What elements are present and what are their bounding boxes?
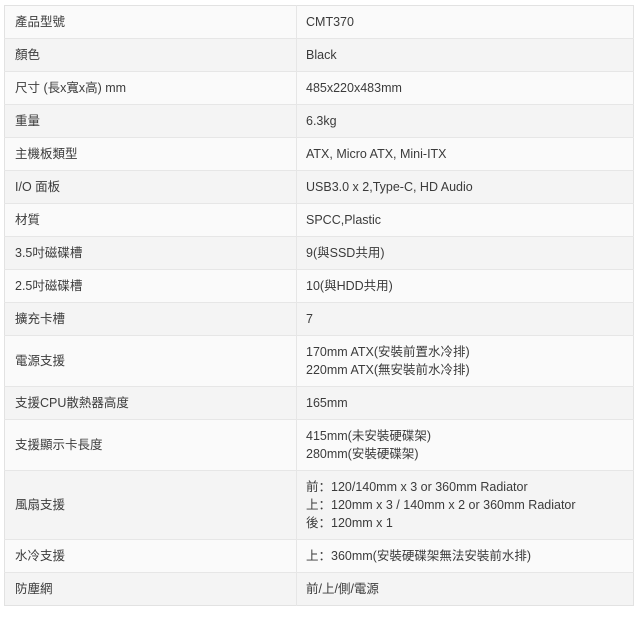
spec-value-cell: 7 [296,302,634,336]
table-row: 2.5吋磁碟槽 10(與HDD共用) [4,269,634,303]
spec-value-cell: CMT370 [296,5,634,39]
spec-label-cell: 尺寸 (長x寬x高) mm [4,71,297,105]
spec-value-cell: SPCC,Plastic [296,203,634,237]
spec-value-cell: 165mm [296,386,634,420]
spec-value-cell: 485x220x483mm [296,71,634,105]
spec-label-cell: 風扇支援 [4,470,297,540]
spec-label-cell: I/O 面板 [4,170,297,204]
spec-value-cell: 前：120/140mm x 3 or 360mm Radiator 上：120m… [296,470,634,540]
table-row: 產品型號 CMT370 [4,5,634,39]
spec-label-cell: 水冷支援 [4,539,297,573]
table-row: 水冷支援 上：360mm(安裝硬碟架無法安裝前水排) [4,539,634,573]
table-row: 材質 SPCC,Plastic [4,203,634,237]
table-row: 重量 6.3kg [4,104,634,138]
spec-label-cell: 顏色 [4,38,297,72]
table-row: 主機板類型 ATX, Micro ATX, Mini-ITX [4,137,634,171]
spec-value-cell: 10(與HDD共用) [296,269,634,303]
table-row: 風扇支援 前：120/140mm x 3 or 360mm Radiator 上：… [4,470,634,540]
product-specification-table: 產品型號 CMT370 顏色 Black 尺寸 (長x寬x高) mm 485x220x48… [4,5,634,606]
spec-label-cell: 支援顯示卡長度 [4,419,297,471]
spec-table-body: 產品型號 CMT370 顏色 Black 尺寸 (長x寬x高) mm 485x220x48… [4,5,634,606]
table-row: 3.5吋磁碟槽 9(與SSD共用) [4,236,634,270]
spec-value-cell: ATX, Micro ATX, Mini-ITX [296,137,634,171]
spec-value-cell: 170mm ATX(安裝前置水冷排) 220mm ATX(無安裝前水冷排) [296,335,634,387]
spec-value-cell: 前/上/側/電源 [306,582,379,596]
spec-label-cell: 2.5吋磁碟槽 [4,269,297,303]
spec-label-cell: 擴充卡槽 [4,302,297,336]
spec-value-cell: Black [296,38,634,72]
spec-label-cell: 重量 [4,104,297,138]
spec-value-cell: 6.3kg [296,104,634,138]
spec-label-cell: 材質 [4,203,297,237]
spec-label-cell: 產品型號 [4,5,297,39]
spec-label-cell: 3.5吋磁碟槽 [4,236,297,270]
table-row: 電源支援 170mm ATX(安裝前置水冷排) 220mm ATX(無安裝前水冷排… [4,335,634,387]
table-row: I/O 面板 USB3.0 x 2,Type-C, HD Audio [4,170,634,204]
table-row: 防塵網 前/上/側/電源 [4,572,634,606]
spec-value-cell: 415mm(未安裝硬碟架) 280mm(安裝硬碟架) [296,419,634,471]
table-row: 顏色 Black [4,38,634,72]
spec-value-cell: 9(與SSD共用) [296,236,634,270]
table-row: 尺寸 (長x寬x高) mm 485x220x483mm [4,71,634,105]
spec-label-cell: 防塵網 [4,572,297,606]
spec-value-cell: USB3.0 x 2,Type-C, HD Audio [296,170,634,204]
spec-label-cell: 支援CPU散熱器高度 [4,386,297,420]
spec-value-cell: 上：360mm(安裝硬碟架無法安裝前水排) [296,539,634,573]
table-row: 支援CPU散熱器高度 165mm [4,386,634,420]
spec-label-cell: 主機板類型 [4,137,297,171]
spec-label-cell: 電源支援 [4,335,297,387]
table-row: 擴充卡槽 7 [4,302,634,336]
table-row: 支援顯示卡長度 415mm(未安裝硬碟架) 280mm(安裝硬碟架) [4,419,634,471]
